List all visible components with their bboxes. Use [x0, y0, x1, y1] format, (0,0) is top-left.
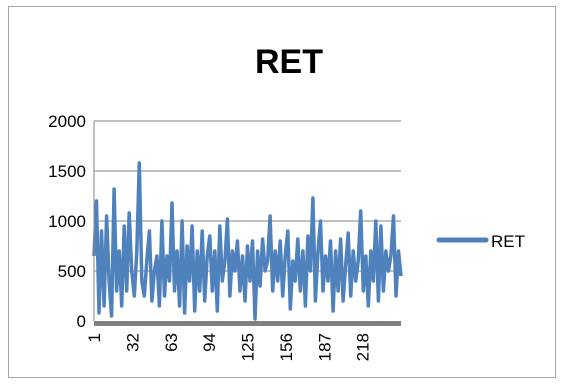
- line-chart: RET 0 500 1000 1500 2000 1 32 63 94 125 156 187 218…: [48, 43, 525, 361]
- y-tick-label: 1500: [48, 162, 86, 181]
- series-ret: [92, 161, 403, 321]
- x-tick-label: 32: [123, 333, 142, 352]
- y-tick-label: 500: [58, 262, 86, 281]
- x-tick-label: 218: [354, 333, 373, 361]
- series-line-ret: [92, 161, 403, 321]
- axes: [93, 121, 401, 326]
- legend: RET: [436, 232, 525, 251]
- y-tick-label: 2000: [48, 112, 86, 131]
- chart-area: RET 0 500 1000 1500 2000 1 32 63 94 125 156 187 218…: [8, 6, 556, 378]
- x-axis-line: [94, 321, 401, 326]
- y-axis-tick-labels: 0 500 1000 1500 2000: [48, 112, 86, 331]
- x-tick-label: 187: [315, 333, 334, 361]
- chart-title: RET: [255, 43, 323, 81]
- x-tick-label: 125: [239, 333, 258, 361]
- x-tick-label: 1: [85, 333, 104, 342]
- x-tick-label: 156: [277, 333, 296, 361]
- x-tick-label: 63: [162, 333, 181, 352]
- y-tick-label: 1000: [48, 212, 86, 231]
- y-tick-label: 0: [77, 312, 86, 331]
- x-tick-label: 94: [200, 333, 219, 352]
- x-axis-tick-labels: 1 32 63 94 125 156 187 218: [85, 333, 373, 361]
- legend-label-ret: RET: [491, 232, 525, 251]
